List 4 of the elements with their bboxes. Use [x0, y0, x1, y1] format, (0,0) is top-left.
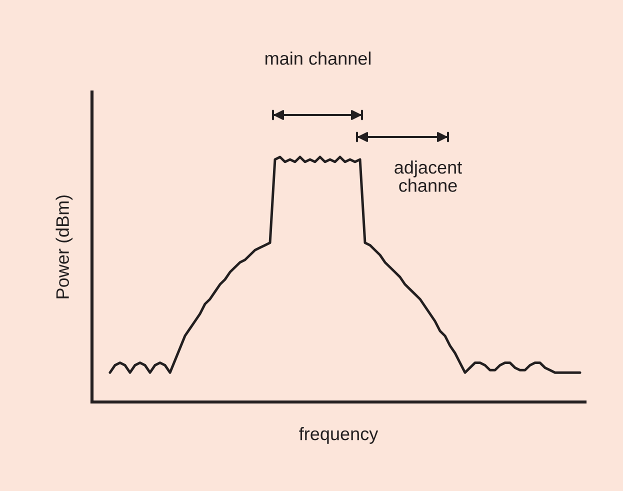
x-axis-title: frequency: [299, 427, 378, 444]
text: main channel: [266, 52, 370, 65]
y-axis-title: Power (dBm): [56, 195, 73, 298]
annotation: adjacent channe: [394, 160, 462, 192]
